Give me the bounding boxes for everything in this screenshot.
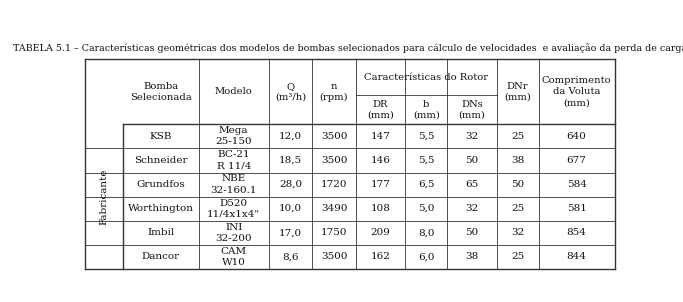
Text: 6,0: 6,0 [418,252,434,261]
Text: Bomba
Selecionada: Bomba Selecionada [130,82,192,102]
Text: 844: 844 [567,252,587,261]
Text: Grundfos: Grundfos [137,180,185,189]
Text: 38: 38 [465,252,479,261]
Text: n
(rpm): n (rpm) [320,82,348,102]
Text: 25: 25 [511,204,524,213]
Text: 18,5: 18,5 [279,156,302,165]
Text: 32: 32 [465,132,479,141]
Text: CAM
W10: CAM W10 [221,247,247,267]
Text: 65: 65 [465,180,479,189]
Text: Dancor: Dancor [142,252,180,261]
Text: Características do Rotor: Características do Rotor [364,73,488,82]
Text: 5,0: 5,0 [418,204,434,213]
Text: 5,5: 5,5 [418,156,434,165]
Text: 38: 38 [511,156,524,165]
Text: 25: 25 [511,252,524,261]
Text: 50: 50 [465,228,479,237]
Text: 5,5: 5,5 [418,132,434,141]
Text: 25: 25 [511,132,524,141]
Text: 584: 584 [567,180,587,189]
Text: 17,0: 17,0 [279,228,302,237]
Text: 3500: 3500 [321,132,347,141]
Text: 32: 32 [511,228,524,237]
Text: KSB: KSB [150,132,172,141]
Text: Imbil: Imbil [148,228,175,237]
Text: 50: 50 [511,180,524,189]
Text: 12,0: 12,0 [279,132,302,141]
Text: Modelo: Modelo [215,88,253,96]
Text: Q
(m³/h): Q (m³/h) [275,82,306,102]
Text: 1750: 1750 [321,228,347,237]
Text: DNr
(mm): DNr (mm) [504,82,531,102]
Text: Mega
25-150: Mega 25-150 [215,126,252,146]
Text: 854: 854 [567,228,587,237]
Text: 50: 50 [465,156,479,165]
Text: 10,0: 10,0 [279,204,302,213]
Text: 177: 177 [371,180,391,189]
Text: Schneider: Schneider [135,156,188,165]
Text: 3490: 3490 [321,204,347,213]
Text: NBE
32-160.1: NBE 32-160.1 [210,175,257,194]
Text: DR
(mm): DR (mm) [367,100,394,120]
Text: 3500: 3500 [321,156,347,165]
Text: 6,5: 6,5 [418,180,434,189]
Text: Comprimento
da Voluta
(mm): Comprimento da Voluta (mm) [542,76,611,108]
Text: 146: 146 [371,156,391,165]
Text: TABELA 5.1 – Características geométricas dos modelos de bombas selecionados para: TABELA 5.1 – Características geométricas… [13,43,683,53]
Text: 677: 677 [567,156,587,165]
Text: INI
32-200: INI 32-200 [215,223,252,243]
Text: 8,0: 8,0 [418,228,434,237]
Text: 3500: 3500 [321,252,347,261]
Text: D520
11/4x1x4": D520 11/4x1x4" [207,198,260,219]
Text: 1720: 1720 [321,180,347,189]
Text: 147: 147 [371,132,391,141]
Text: 28,0: 28,0 [279,180,302,189]
Text: b
(mm): b (mm) [413,100,440,120]
Text: 108: 108 [371,204,391,213]
Text: 581: 581 [567,204,587,213]
Text: Worthington: Worthington [128,204,194,213]
Text: 162: 162 [371,252,391,261]
Text: BC-21
R 11/4: BC-21 R 11/4 [217,150,251,171]
Text: Fabricante: Fabricante [100,168,109,225]
Text: DNs
(mm): DNs (mm) [458,100,486,120]
Text: 32: 32 [465,204,479,213]
Text: 8,6: 8,6 [282,252,298,261]
Text: 640: 640 [567,132,587,141]
Text: 209: 209 [371,228,391,237]
